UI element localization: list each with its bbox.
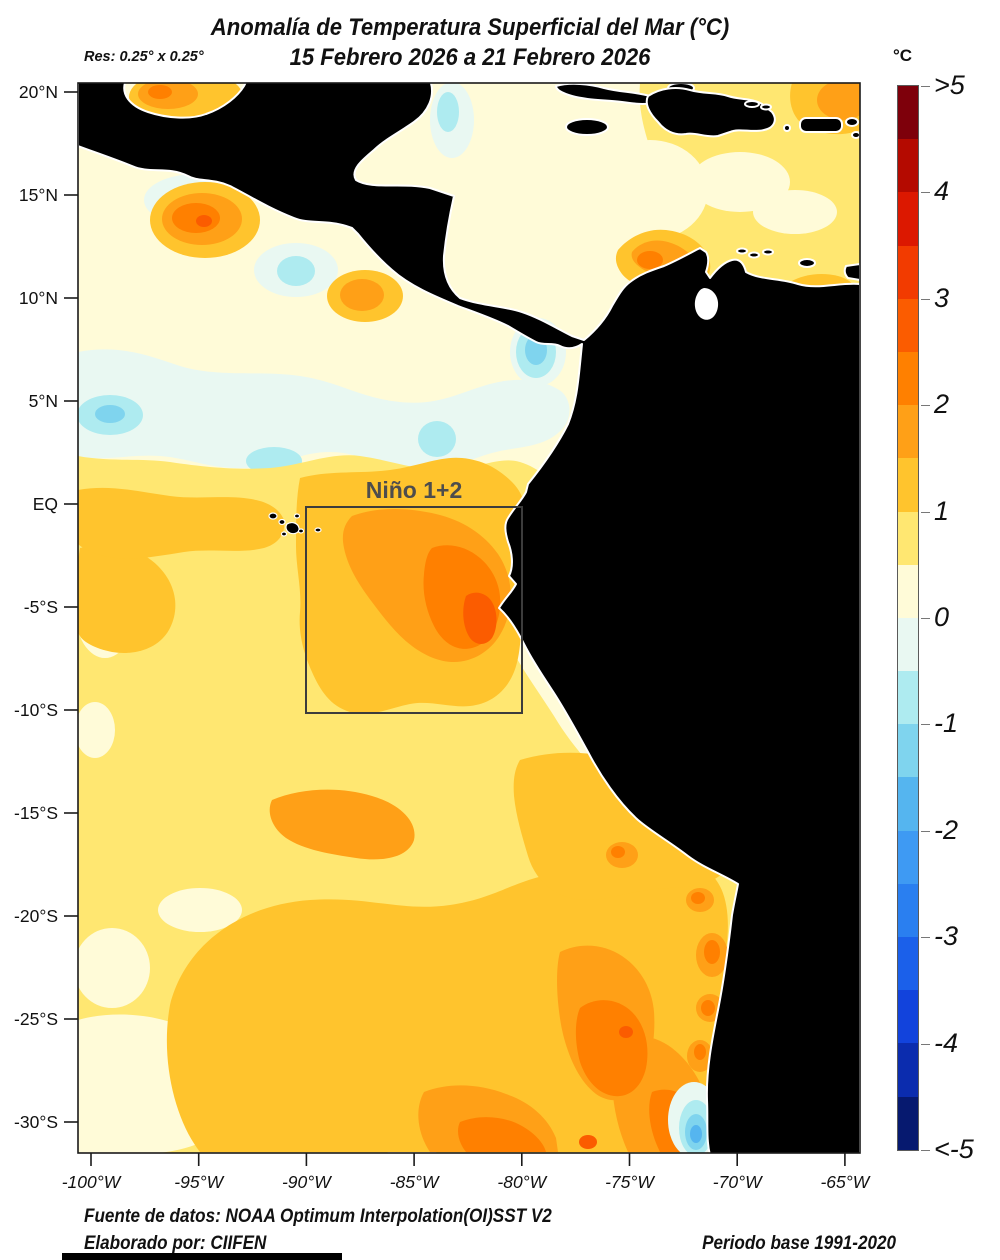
lat-tick-label: EQ (33, 494, 58, 514)
lon-tick-label: -90°W (282, 1172, 332, 1192)
colorbar-tick-label: 1 (934, 495, 950, 526)
nino12-box (305, 506, 523, 714)
longitude-axis: -100°W -95°W -90°W -85°W -80°W -75°W -70°W -65°… (62, 1153, 871, 1192)
lon-tick-label: -75°W (605, 1172, 655, 1192)
land-masses (78, 83, 860, 1153)
colorbar-segment-8 (898, 511, 918, 565)
colorbar-segment-0 (898, 86, 918, 140)
lon-tick-label: -65°W (820, 1172, 870, 1192)
lake-maracaibo (694, 288, 719, 320)
colorbar-segment-19 (898, 1096, 918, 1150)
lat-tick-label: 15°N (19, 185, 58, 205)
lon-tick-label: -85°W (390, 1172, 440, 1192)
colorbar-segment-4 (898, 298, 918, 352)
colorbar-segment-5 (898, 351, 918, 406)
colorbar-segment-13 (898, 777, 918, 831)
lat-tick-label: -30°S (14, 1112, 58, 1132)
colorbar-segment-1 (898, 139, 918, 193)
nino12-region: Niño 1+2 (305, 477, 523, 714)
colorbar-tick (921, 298, 930, 300)
figure-title: Anomalía de Temperatura Superficial del … (210, 14, 730, 41)
colorbar-tick-label: -3 (934, 921, 959, 952)
island-cuba (555, 83, 659, 105)
island-hispaniola (645, 87, 776, 138)
lat-tick-label: -10°S (14, 700, 58, 720)
colorbar-segment-11 (898, 671, 918, 725)
colorbar-tick-label: 0 (934, 602, 950, 632)
island-trinidad (843, 263, 860, 281)
colorbar-tick (921, 724, 930, 726)
lat-tick-label: 20°N (19, 82, 58, 102)
lat-tick-label: -15°S (14, 803, 58, 823)
colorbar-tick-label: -4 (934, 1027, 959, 1058)
lat-tick-label: -20°S (14, 906, 58, 926)
baseline-period-label: Periodo base 1991-2020 (702, 1233, 896, 1254)
colorbar-segment-10 (898, 617, 918, 672)
colorbar-segment-7 (898, 458, 918, 512)
colorbar (897, 85, 919, 1151)
lat-tick-label: 5°N (29, 391, 58, 411)
colorbar-segment-12 (898, 724, 918, 778)
colorbar-tick-label: <-5 (934, 1134, 974, 1164)
colorbar-tick (921, 618, 930, 619)
colorbar-segment-18 (898, 1043, 918, 1097)
colorbar-segment-15 (898, 883, 918, 937)
colorbar-tick-label: 3 (934, 282, 950, 313)
ocean-anomaly-field (78, 83, 860, 1153)
figure-subtitle-dates: 15 Febrero 2026 a 21 Febrero 2026 (289, 44, 651, 71)
author-label: Elaborado por: CIIFEN (84, 1233, 267, 1254)
colorbar-segment-3 (898, 245, 918, 299)
colorbar-segment-2 (898, 192, 918, 246)
colorbar-segment-17 (898, 990, 918, 1044)
colorbar-tick (921, 1150, 930, 1151)
latitude-axis: 20°N 15°N 10°N 5°N EQ -5°S -10°S -15°S -20°S -25°… (14, 82, 78, 1132)
colorbar-tick (921, 830, 930, 832)
colorbar-segment-16 (898, 937, 918, 991)
colorbar-tick (921, 511, 930, 513)
island-margarita (798, 258, 816, 268)
lon-tick-label: -95°W (174, 1172, 224, 1192)
colorbar-tick (921, 937, 930, 939)
colorbar-segment-6 (898, 405, 918, 459)
footer-bar (62, 1253, 342, 1260)
nino12-label: Niño 1+2 (366, 477, 463, 503)
map-frame (77, 82, 861, 1154)
colorbar-segment-14 (898, 830, 918, 884)
colorbar-tick (921, 192, 930, 194)
lat-tick-label: -5°S (24, 597, 58, 617)
lat-tick-label: 10°N (19, 288, 58, 308)
colorbar-tick-label: 2 (934, 389, 950, 420)
lon-tick-label: -80°W (497, 1172, 547, 1192)
colorbar-tick-label: -1 (934, 708, 959, 739)
lon-tick-label: -100°W (62, 1172, 122, 1192)
colorbar-tick (921, 86, 930, 87)
colorbar-tick-label: -2 (934, 814, 959, 845)
lat-tick-label: -25°S (14, 1009, 58, 1029)
data-source-label: Fuente de datos: NOAA Optimum Interpolat… (84, 1206, 552, 1227)
colorbar-segment-9 (898, 564, 918, 618)
colorbar-tick-label: 4 (934, 176, 950, 207)
islands-galapagos (268, 512, 322, 537)
island-jamaica (565, 118, 609, 136)
island-puerto-rico (799, 117, 843, 133)
lon-tick-label: -70°W (713, 1172, 763, 1192)
colorbar-tick (921, 405, 930, 407)
colorbar-tick (921, 1043, 930, 1045)
mainland (78, 83, 860, 1153)
colorbar-tick-label: >5 (934, 70, 965, 100)
colorbar-unit-label: °C (893, 46, 913, 65)
resolution-label: Res: 0.25° x 0.25° (84, 49, 204, 65)
